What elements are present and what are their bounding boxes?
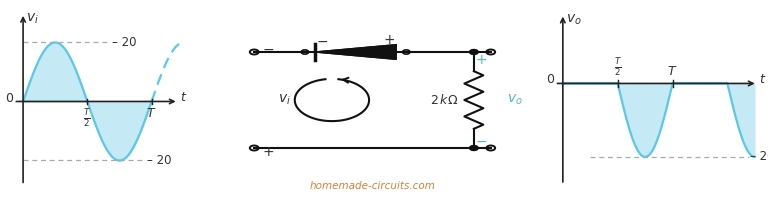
Text: homemade-circuits.com: homemade-circuits.com bbox=[310, 181, 435, 191]
Text: $-$: $-$ bbox=[262, 42, 274, 56]
Text: $\frac{T}{2}$: $\frac{T}{2}$ bbox=[84, 107, 91, 129]
Text: $v_o$: $v_o$ bbox=[565, 12, 581, 27]
Text: $T$: $T$ bbox=[147, 107, 157, 120]
Text: – 20: – 20 bbox=[147, 154, 171, 167]
Text: – 20: – 20 bbox=[111, 36, 136, 49]
Text: $+$: $+$ bbox=[262, 145, 273, 159]
Text: $t$: $t$ bbox=[180, 91, 187, 104]
Text: $-$: $-$ bbox=[475, 134, 487, 148]
Text: 0: 0 bbox=[546, 73, 554, 86]
Text: $2\,k\Omega$: $2\,k\Omega$ bbox=[430, 93, 458, 107]
Text: $v_i$: $v_i$ bbox=[278, 93, 291, 107]
Text: $v_i$: $v_i$ bbox=[26, 12, 39, 26]
Text: $+$: $+$ bbox=[383, 33, 396, 47]
Text: 0: 0 bbox=[5, 92, 14, 105]
Text: $T$: $T$ bbox=[667, 65, 678, 78]
Text: $+$: $+$ bbox=[475, 53, 487, 67]
Text: – 20 V: – 20 V bbox=[750, 150, 768, 163]
Text: $v_o$: $v_o$ bbox=[507, 93, 522, 107]
Polygon shape bbox=[315, 45, 396, 59]
Circle shape bbox=[469, 50, 478, 54]
Text: $t$: $t$ bbox=[759, 73, 766, 86]
Text: $-$: $-$ bbox=[316, 33, 328, 47]
Circle shape bbox=[469, 146, 478, 150]
Text: $\frac{T}{2}$: $\frac{T}{2}$ bbox=[614, 56, 621, 78]
